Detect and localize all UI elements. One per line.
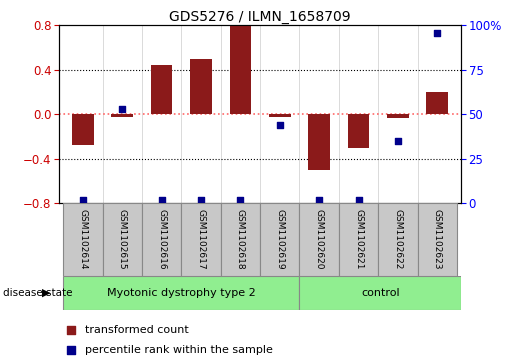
Bar — [151, 65, 173, 114]
Bar — [299, 203, 339, 276]
Bar — [308, 114, 330, 170]
Bar — [181, 203, 221, 276]
Title: GDS5276 / ILMN_1658709: GDS5276 / ILMN_1658709 — [169, 11, 351, 24]
Bar — [339, 203, 378, 276]
Text: GSM1102614: GSM1102614 — [78, 209, 88, 270]
Text: control: control — [361, 288, 400, 298]
Bar — [387, 114, 409, 118]
Bar — [260, 203, 299, 276]
Text: GSM1102623: GSM1102623 — [433, 209, 442, 270]
Bar — [63, 276, 299, 310]
Text: ▶: ▶ — [42, 288, 50, 298]
Bar — [102, 203, 142, 276]
Bar — [63, 203, 102, 276]
Text: GSM1102622: GSM1102622 — [393, 209, 402, 270]
Point — [315, 197, 323, 203]
Text: transformed count: transformed count — [85, 325, 189, 335]
Point — [197, 197, 205, 203]
Bar — [142, 203, 181, 276]
Point — [236, 197, 245, 203]
Bar — [111, 114, 133, 117]
Bar — [426, 92, 448, 114]
Point — [79, 197, 87, 203]
Text: percentile rank within the sample: percentile rank within the sample — [85, 345, 273, 355]
Bar — [269, 114, 290, 117]
Text: GSM1102621: GSM1102621 — [354, 209, 363, 270]
Point — [158, 197, 166, 203]
Bar — [378, 203, 418, 276]
Text: GSM1102617: GSM1102617 — [197, 209, 205, 270]
Bar — [418, 203, 457, 276]
Point — [354, 197, 363, 203]
Bar — [190, 59, 212, 114]
Bar — [348, 114, 369, 148]
Text: GSM1102618: GSM1102618 — [236, 209, 245, 270]
Text: disease state: disease state — [3, 288, 72, 298]
Point — [67, 327, 75, 333]
Bar — [230, 25, 251, 114]
Text: GSM1102616: GSM1102616 — [157, 209, 166, 270]
Point — [433, 30, 441, 36]
Point — [67, 347, 75, 353]
Text: GSM1102619: GSM1102619 — [275, 209, 284, 270]
Text: Myotonic dystrophy type 2: Myotonic dystrophy type 2 — [107, 288, 255, 298]
Text: GSM1102615: GSM1102615 — [118, 209, 127, 270]
Bar — [72, 114, 94, 146]
Point — [394, 138, 402, 144]
Text: GSM1102620: GSM1102620 — [315, 209, 323, 270]
Point — [118, 106, 126, 112]
Bar — [299, 276, 461, 310]
Point — [276, 122, 284, 128]
Bar — [221, 203, 260, 276]
